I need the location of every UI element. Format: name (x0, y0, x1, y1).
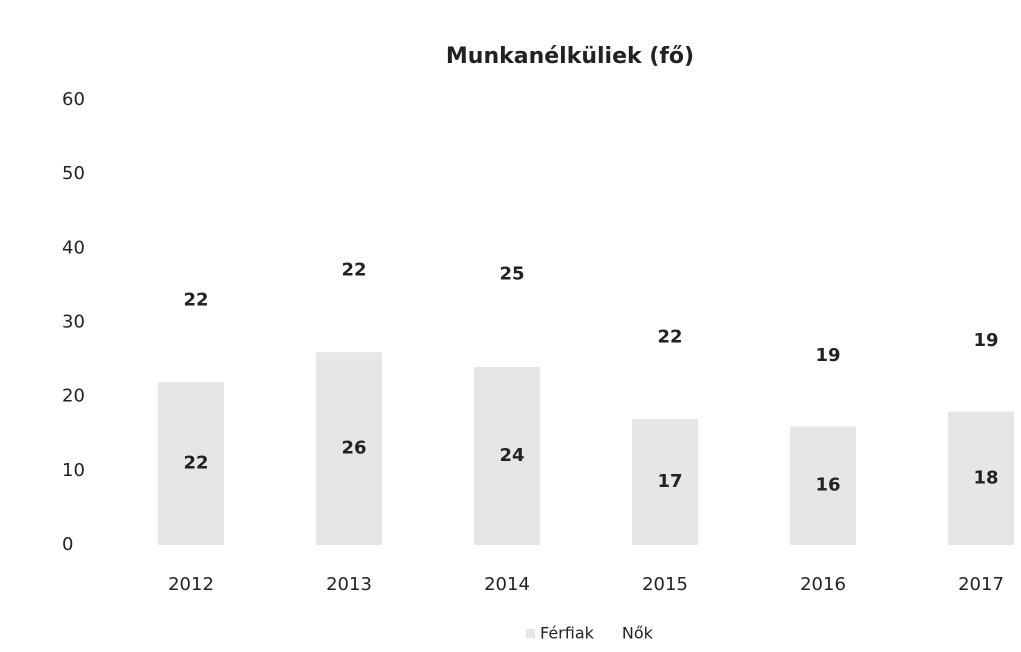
y-tick-label: 30 (62, 312, 85, 333)
legend-label: Nők (622, 624, 654, 643)
data-label: 22 (183, 289, 208, 310)
bar-segment (474, 367, 540, 545)
x-tick-label: 2014 (484, 574, 530, 595)
bar-segment (316, 189, 382, 353)
y-tick-label: 50 (62, 163, 85, 184)
legend-label: Férfiak (540, 624, 595, 643)
data-label: 25 (499, 263, 524, 284)
data-label: 19 (815, 345, 840, 366)
x-tick-label: 2015 (642, 574, 688, 595)
x-tick-label: 2016 (800, 574, 846, 595)
data-label: 16 (815, 475, 840, 496)
y-tick-label: 0 (62, 534, 73, 555)
data-label: 24 (499, 445, 524, 466)
bar-segment (474, 181, 540, 367)
data-label: 19 (973, 330, 998, 351)
legend-swatch (607, 629, 617, 638)
x-tick-label: 2013 (326, 574, 372, 595)
data-label: 22 (183, 452, 208, 473)
bar-segment (158, 381, 224, 545)
x-tick-label: 2012 (168, 574, 214, 595)
y-tick-label: 20 (62, 386, 85, 407)
data-label: 22 (657, 326, 682, 347)
bar-segment (948, 411, 1014, 545)
y-tick-label: 60 (62, 89, 85, 110)
bar-segment (790, 285, 856, 427)
bar-segment (790, 426, 856, 545)
data-label: 22 (341, 260, 366, 281)
bar-segment (158, 218, 224, 382)
bar-segment (948, 270, 1014, 412)
bar-segment (632, 255, 698, 419)
data-label: 17 (657, 471, 682, 492)
y-tick-label: 10 (62, 460, 85, 481)
legend-swatch (526, 629, 535, 638)
data-label: 26 (341, 438, 366, 459)
y-tick-label: 40 (62, 237, 85, 258)
x-tick-label: 2017 (958, 574, 1004, 595)
bar-segment (632, 418, 698, 545)
bar-segment (316, 352, 382, 545)
data-label: 18 (973, 467, 998, 488)
chart-title: Munkanélküliek (fő) (446, 44, 694, 69)
